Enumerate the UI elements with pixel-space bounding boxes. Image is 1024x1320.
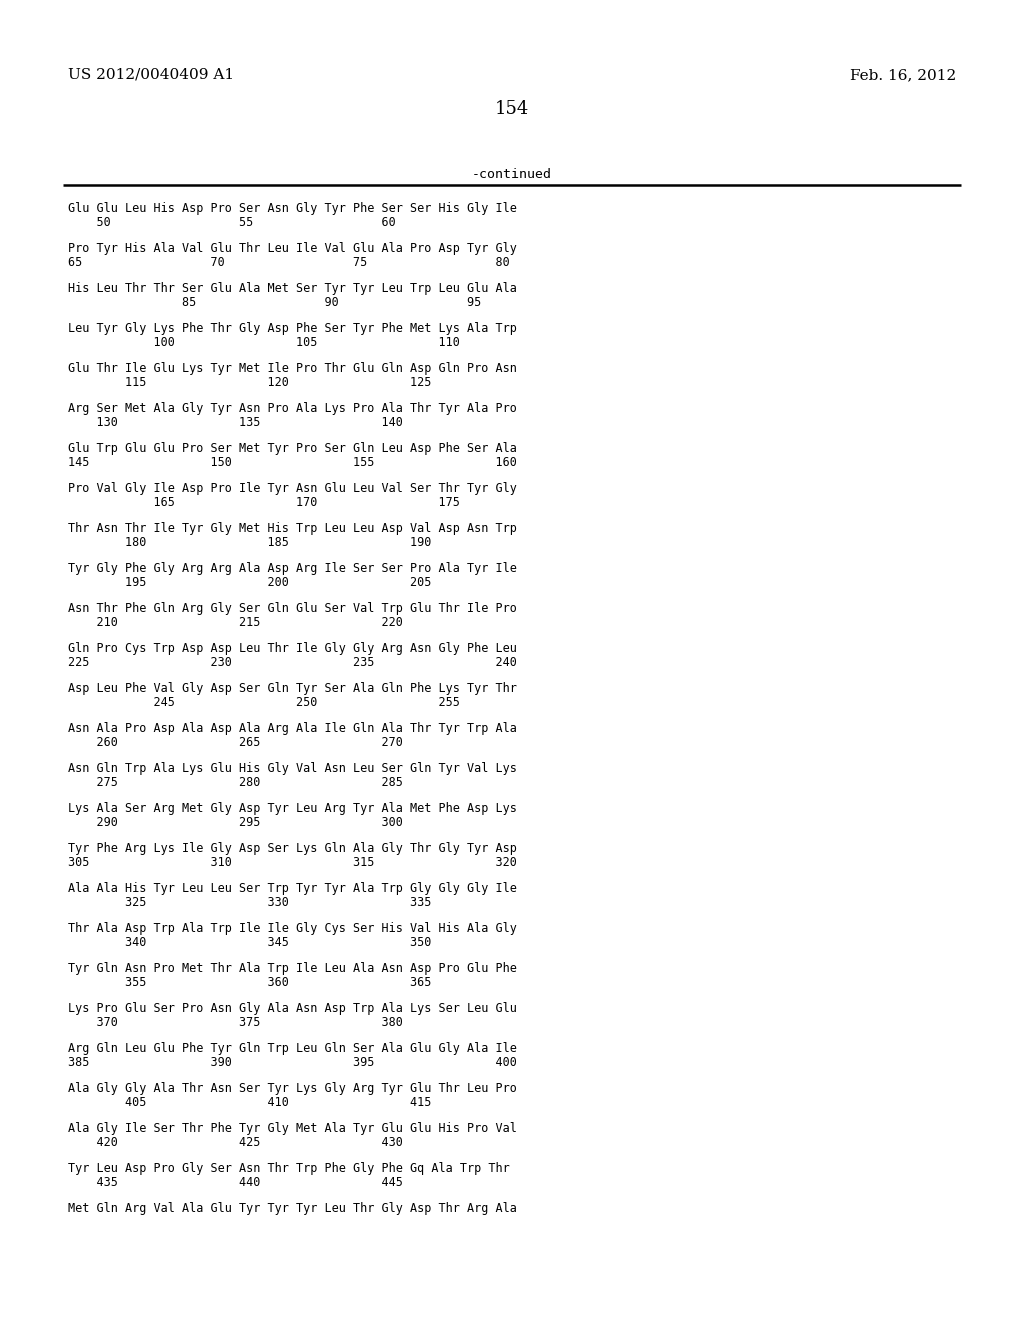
Text: His Leu Thr Thr Ser Glu Ala Met Ser Tyr Tyr Leu Trp Leu Glu Ala: His Leu Thr Thr Ser Glu Ala Met Ser Tyr … bbox=[68, 282, 517, 294]
Text: 165                 170                 175: 165 170 175 bbox=[68, 496, 460, 510]
Text: Glu Glu Leu His Asp Pro Ser Asn Gly Tyr Phe Ser Ser His Gly Ile: Glu Glu Leu His Asp Pro Ser Asn Gly Tyr … bbox=[68, 202, 517, 215]
Text: 130                 135                 140: 130 135 140 bbox=[68, 416, 402, 429]
Text: 435                 440                 445: 435 440 445 bbox=[68, 1176, 402, 1189]
Text: Tyr Leu Asp Pro Gly Ser Asn Thr Trp Phe Gly Phe Gq Ala Trp Thr: Tyr Leu Asp Pro Gly Ser Asn Thr Trp Phe … bbox=[68, 1162, 510, 1175]
Text: 355                 360                 365: 355 360 365 bbox=[68, 975, 431, 989]
Text: 100                 105                 110: 100 105 110 bbox=[68, 337, 460, 348]
Text: Thr Ala Asp Trp Ala Trp Ile Ile Gly Cys Ser His Val His Ala Gly: Thr Ala Asp Trp Ala Trp Ile Ile Gly Cys … bbox=[68, 921, 517, 935]
Text: Arg Gln Leu Glu Phe Tyr Gln Trp Leu Gln Ser Ala Glu Gly Ala Ile: Arg Gln Leu Glu Phe Tyr Gln Trp Leu Gln … bbox=[68, 1041, 517, 1055]
Text: Asp Leu Phe Val Gly Asp Ser Gln Tyr Ser Ala Gln Phe Lys Tyr Thr: Asp Leu Phe Val Gly Asp Ser Gln Tyr Ser … bbox=[68, 682, 517, 696]
Text: 275                 280                 285: 275 280 285 bbox=[68, 776, 402, 789]
Text: 305                 310                 315                 320: 305 310 315 320 bbox=[68, 855, 517, 869]
Text: Tyr Phe Arg Lys Ile Gly Asp Ser Lys Gln Ala Gly Thr Gly Tyr Asp: Tyr Phe Arg Lys Ile Gly Asp Ser Lys Gln … bbox=[68, 842, 517, 855]
Text: Ala Gly Ile Ser Thr Phe Tyr Gly Met Ala Tyr Glu Glu His Pro Val: Ala Gly Ile Ser Thr Phe Tyr Gly Met Ala … bbox=[68, 1122, 517, 1135]
Text: Arg Ser Met Ala Gly Tyr Asn Pro Ala Lys Pro Ala Thr Tyr Ala Pro: Arg Ser Met Ala Gly Tyr Asn Pro Ala Lys … bbox=[68, 403, 517, 414]
Text: Asn Gln Trp Ala Lys Glu His Gly Val Asn Leu Ser Gln Tyr Val Lys: Asn Gln Trp Ala Lys Glu His Gly Val Asn … bbox=[68, 762, 517, 775]
Text: Ala Ala His Tyr Leu Leu Ser Trp Tyr Tyr Ala Trp Gly Gly Gly Ile: Ala Ala His Tyr Leu Leu Ser Trp Tyr Tyr … bbox=[68, 882, 517, 895]
Text: US 2012/0040409 A1: US 2012/0040409 A1 bbox=[68, 69, 234, 82]
Text: 180                 185                 190: 180 185 190 bbox=[68, 536, 431, 549]
Text: 405                 410                 415: 405 410 415 bbox=[68, 1096, 431, 1109]
Text: 245                 250                 255: 245 250 255 bbox=[68, 696, 460, 709]
Text: 290                 295                 300: 290 295 300 bbox=[68, 816, 402, 829]
Text: 154: 154 bbox=[495, 100, 529, 117]
Text: Ala Gly Gly Ala Thr Asn Ser Tyr Lys Gly Arg Tyr Glu Thr Leu Pro: Ala Gly Gly Ala Thr Asn Ser Tyr Lys Gly … bbox=[68, 1082, 517, 1096]
Text: 420                 425                 430: 420 425 430 bbox=[68, 1137, 402, 1148]
Text: 210                 215                 220: 210 215 220 bbox=[68, 616, 402, 630]
Text: Feb. 16, 2012: Feb. 16, 2012 bbox=[850, 69, 956, 82]
Text: Tyr Gly Phe Gly Arg Arg Ala Asp Arg Ile Ser Ser Pro Ala Tyr Ile: Tyr Gly Phe Gly Arg Arg Ala Asp Arg Ile … bbox=[68, 562, 517, 576]
Text: Tyr Gln Asn Pro Met Thr Ala Trp Ile Leu Ala Asn Asp Pro Glu Phe: Tyr Gln Asn Pro Met Thr Ala Trp Ile Leu … bbox=[68, 962, 517, 975]
Text: 65                  70                  75                  80: 65 70 75 80 bbox=[68, 256, 510, 269]
Text: 385                 390                 395                 400: 385 390 395 400 bbox=[68, 1056, 517, 1069]
Text: Lys Ala Ser Arg Met Gly Asp Tyr Leu Arg Tyr Ala Met Phe Asp Lys: Lys Ala Ser Arg Met Gly Asp Tyr Leu Arg … bbox=[68, 803, 517, 814]
Text: 340                 345                 350: 340 345 350 bbox=[68, 936, 431, 949]
Text: Glu Thr Ile Glu Lys Tyr Met Ile Pro Thr Glu Gln Asp Gln Pro Asn: Glu Thr Ile Glu Lys Tyr Met Ile Pro Thr … bbox=[68, 362, 517, 375]
Text: 260                 265                 270: 260 265 270 bbox=[68, 737, 402, 748]
Text: Asn Thr Phe Gln Arg Gly Ser Gln Glu Ser Val Trp Glu Thr Ile Pro: Asn Thr Phe Gln Arg Gly Ser Gln Glu Ser … bbox=[68, 602, 517, 615]
Text: Gln Pro Cys Trp Asp Asp Leu Thr Ile Gly Gly Arg Asn Gly Phe Leu: Gln Pro Cys Trp Asp Asp Leu Thr Ile Gly … bbox=[68, 642, 517, 655]
Text: 370                 375                 380: 370 375 380 bbox=[68, 1016, 402, 1030]
Text: Leu Tyr Gly Lys Phe Thr Gly Asp Phe Ser Tyr Phe Met Lys Ala Trp: Leu Tyr Gly Lys Phe Thr Gly Asp Phe Ser … bbox=[68, 322, 517, 335]
Text: 50                  55                  60: 50 55 60 bbox=[68, 216, 395, 228]
Text: Asn Ala Pro Asp Ala Asp Ala Arg Ala Ile Gln Ala Thr Tyr Trp Ala: Asn Ala Pro Asp Ala Asp Ala Arg Ala Ile … bbox=[68, 722, 517, 735]
Text: 115                 120                 125: 115 120 125 bbox=[68, 376, 431, 389]
Text: 325                 330                 335: 325 330 335 bbox=[68, 896, 431, 909]
Text: Thr Asn Thr Ile Tyr Gly Met His Trp Leu Leu Asp Val Asp Asn Trp: Thr Asn Thr Ile Tyr Gly Met His Trp Leu … bbox=[68, 521, 517, 535]
Text: -continued: -continued bbox=[472, 168, 552, 181]
Text: Glu Trp Glu Glu Pro Ser Met Tyr Pro Ser Gln Leu Asp Phe Ser Ala: Glu Trp Glu Glu Pro Ser Met Tyr Pro Ser … bbox=[68, 442, 517, 455]
Text: 145                 150                 155                 160: 145 150 155 160 bbox=[68, 455, 517, 469]
Text: Lys Pro Glu Ser Pro Asn Gly Ala Asn Asp Trp Ala Lys Ser Leu Glu: Lys Pro Glu Ser Pro Asn Gly Ala Asn Asp … bbox=[68, 1002, 517, 1015]
Text: 85                  90                  95: 85 90 95 bbox=[68, 296, 481, 309]
Text: Pro Val Gly Ile Asp Pro Ile Tyr Asn Glu Leu Val Ser Thr Tyr Gly: Pro Val Gly Ile Asp Pro Ile Tyr Asn Glu … bbox=[68, 482, 517, 495]
Text: Met Gln Arg Val Ala Glu Tyr Tyr Tyr Leu Thr Gly Asp Thr Arg Ala: Met Gln Arg Val Ala Glu Tyr Tyr Tyr Leu … bbox=[68, 1203, 517, 1214]
Text: Pro Tyr His Ala Val Glu Thr Leu Ile Val Glu Ala Pro Asp Tyr Gly: Pro Tyr His Ala Val Glu Thr Leu Ile Val … bbox=[68, 242, 517, 255]
Text: 195                 200                 205: 195 200 205 bbox=[68, 576, 431, 589]
Text: 225                 230                 235                 240: 225 230 235 240 bbox=[68, 656, 517, 669]
